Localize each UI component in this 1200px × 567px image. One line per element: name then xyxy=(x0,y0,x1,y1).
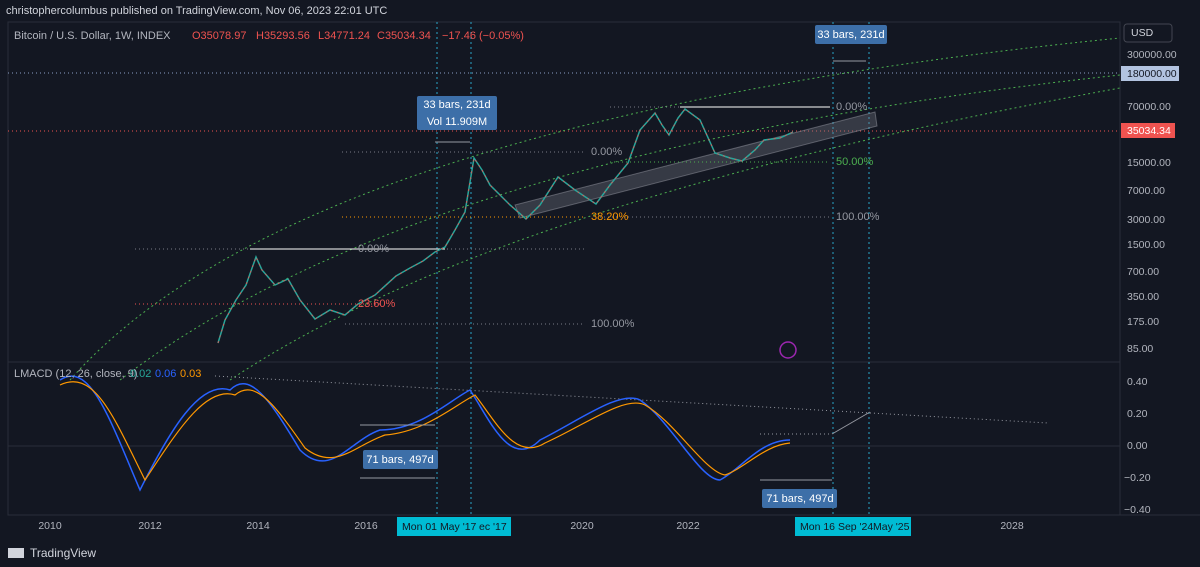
price-axis: USD 300000.00 180000.00 70000.00 35034.3… xyxy=(1121,23,1179,516)
macd-legend: LMACD (12, 26, close, 9) 0.02 0.06 0.03 xyxy=(14,368,201,380)
fib-label: 0.00% xyxy=(836,101,867,113)
price-label: 300000.00 xyxy=(1127,49,1177,61)
time-axis: 2010 2012 2014 2016 2020 2022 2028 Mon 0… xyxy=(38,517,1024,536)
price-badge xyxy=(1121,123,1175,138)
annotation: 71 bars, 497d xyxy=(766,493,833,505)
currency-button[interactable] xyxy=(1123,23,1173,43)
indicator-value: 0.06 xyxy=(155,368,176,380)
symbol-header: Bitcoin / U.S. Dollar, 1W, INDEX O35078.… xyxy=(14,30,524,42)
fib-label: 0.00% xyxy=(358,243,389,255)
chart-panel xyxy=(7,21,1121,516)
time-badge xyxy=(795,517,911,536)
macd-label: −0.20 xyxy=(1124,472,1151,484)
macd-label: 0.00 xyxy=(1127,440,1148,452)
time-label: 2020 xyxy=(570,520,594,532)
signal-line xyxy=(59,381,791,482)
fib-label: 50.00% xyxy=(836,156,874,168)
annotation-box xyxy=(762,489,837,508)
annotation-box xyxy=(815,25,887,44)
time-badge-label: Mon 16 Sep '24 xyxy=(800,521,873,533)
measure-line xyxy=(831,411,871,435)
event-icon[interactable] xyxy=(779,341,797,359)
macd-label: 0.40 xyxy=(1127,376,1148,388)
fib-label: 100.00% xyxy=(591,318,635,330)
price-label: 180000.00 xyxy=(1127,68,1177,80)
price-label: 1500.00 xyxy=(1127,239,1165,251)
indicator-value: 0.02 xyxy=(130,368,151,380)
annotation: Vol 11.909M xyxy=(427,116,487,128)
time-label: 2022 xyxy=(676,520,700,532)
price-label: 175.00 xyxy=(1127,316,1159,328)
annotation-box xyxy=(417,96,497,130)
brand[interactable]: TradingView xyxy=(30,546,96,560)
symbol: Bitcoin / U.S. Dollar, 1W, INDEX xyxy=(14,30,171,42)
time-badge xyxy=(397,517,511,536)
fib-label: 23.60% xyxy=(358,298,396,310)
price-badge xyxy=(1121,66,1179,81)
price-label: 700.00 xyxy=(1127,266,1159,278)
price-label: 7000.00 xyxy=(1127,185,1165,197)
macd-label: −0.40 xyxy=(1124,504,1151,516)
fib-label: 38.20% xyxy=(591,211,629,223)
indicator-value: 0.03 xyxy=(180,368,201,380)
macd-line xyxy=(59,375,791,492)
annotation: 33 bars, 231d xyxy=(817,29,884,41)
price-label: 350.00 xyxy=(1127,291,1159,303)
indicator-name: LMACD (12, 26, close, 9) xyxy=(14,368,138,380)
time-badge-label: Mon 01 May '17 xyxy=(402,521,477,533)
open: O35078.97 xyxy=(192,30,246,42)
time-label: 2016 xyxy=(354,520,378,532)
high: H35293.56 xyxy=(256,30,310,42)
annotation: 71 bars, 497d xyxy=(366,454,433,466)
growth-curve xyxy=(119,74,1121,381)
price-label: 15000.00 xyxy=(1127,157,1171,169)
price-label: 35034.34 xyxy=(1127,125,1171,137)
annotation-box xyxy=(363,450,438,469)
close: C35034.34 xyxy=(377,30,431,42)
brand-logo xyxy=(8,548,24,558)
time-label: 2012 xyxy=(138,520,162,532)
price-label: 85.00 xyxy=(1127,343,1153,355)
change: −17.46 (−0.05%) xyxy=(442,30,524,42)
fib-label: 0.00% xyxy=(591,146,622,158)
time-label: 2010 xyxy=(38,520,62,532)
fib-label: 100.00% xyxy=(836,211,880,223)
price-label: 3000.00 xyxy=(1127,214,1165,226)
low: L34771.24 xyxy=(318,30,370,42)
publisher: christophercolumbus published on Trading… xyxy=(6,5,387,17)
growth-curve xyxy=(229,87,1121,381)
time-label: 2014 xyxy=(246,520,270,532)
price-series-wicks xyxy=(217,108,794,344)
annotation: 33 bars, 231d xyxy=(423,99,490,111)
currency: USD xyxy=(1131,27,1154,39)
growth-curve xyxy=(69,37,1121,381)
macd-label: 0.20 xyxy=(1127,408,1148,420)
time-badge-label: ec '17 xyxy=(479,521,507,533)
price-label: 70000.00 xyxy=(1127,101,1171,113)
time-badge-label: May '25 xyxy=(873,521,910,533)
time-label: 2028 xyxy=(1000,520,1024,532)
